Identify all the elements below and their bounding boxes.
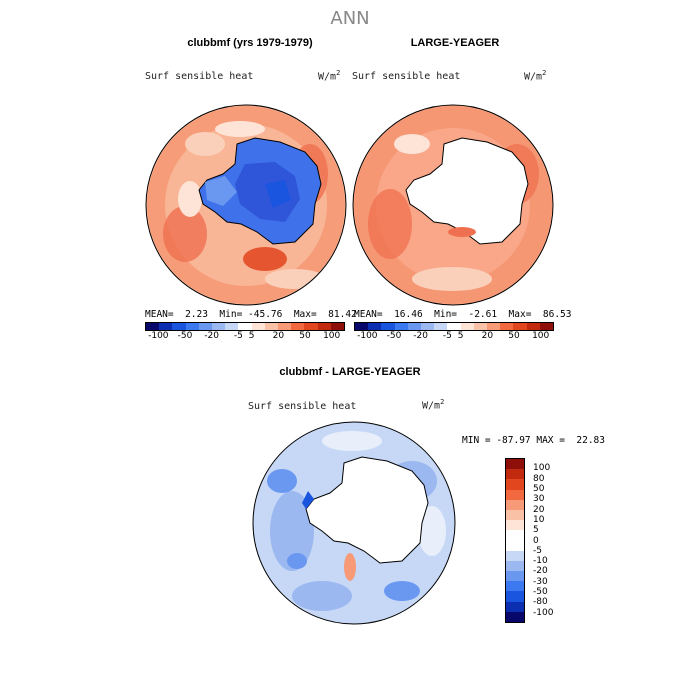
colorbar-tick-label: -20 (204, 331, 220, 341)
colorbar-tick-label: -5 (442, 331, 452, 341)
colorbar-tick-label: -50 (177, 331, 193, 341)
colorbar-swatch (506, 530, 524, 541)
antarctica-landmass (405, 137, 529, 245)
colorbar-swatch (330, 323, 345, 330)
colorbar-swatch (212, 323, 226, 330)
colorbar-swatch (146, 323, 160, 330)
colorbar-tick-label: 0 (533, 535, 539, 546)
units-label: W/m2 (318, 69, 341, 83)
colorbar-swatch (506, 499, 524, 510)
colorbar-tick-label: -100 (357, 331, 378, 341)
map-difference (252, 421, 456, 625)
colorbar-tick-label: 5 (533, 525, 539, 536)
colorbar-tick-label: 50 (299, 331, 311, 341)
colorbar-tick-label: -10 (533, 556, 548, 567)
colorbar-swatch (421, 323, 435, 330)
colorbar-swatch (407, 323, 422, 330)
colorbar-tick-label: 20 (481, 331, 494, 341)
colorbar-tick-label: 100 (323, 331, 341, 341)
colorbar-tick-label: 20 (533, 504, 545, 515)
colorbar-swatch (506, 591, 524, 602)
colorbar-swatch (506, 489, 524, 500)
colorbar-swatch (506, 581, 524, 592)
colorbar-swatch (506, 550, 524, 561)
colorbar-tick-label: 100 (532, 331, 550, 341)
colorbar-swatch (278, 323, 292, 330)
colorbar-tick-label: 5 (457, 331, 464, 341)
colorbar-swatch (513, 323, 527, 330)
colorbar-swatch (304, 323, 318, 330)
colorbar-tick-label: 100 (533, 463, 551, 474)
colorbar-model: -100 -50 -20 -5 5 20 50 100 (145, 322, 345, 343)
colorbar-swatch (381, 323, 395, 330)
variable-label: Surf sensible heat (145, 71, 254, 82)
colorbar-swatch (225, 323, 239, 330)
colorbar-tick-label: 50 (508, 331, 520, 341)
colorbar-swatch (264, 323, 279, 330)
units-label: W/m2 (524, 69, 547, 83)
colorbar-swatch (487, 323, 501, 330)
variable-label: Surf sensible heat (352, 71, 461, 82)
colorbar-swatch (355, 323, 369, 330)
colorbar-tick-label: 10 (533, 514, 545, 525)
colorbar-swatch (238, 323, 252, 330)
colorbar-tick-label: 50 (533, 483, 545, 494)
colorbar-swatch (539, 323, 554, 330)
colorbar-swatch (159, 323, 173, 330)
colorbar-swatch (368, 323, 382, 330)
colorbar-tick-label: -20 (533, 566, 548, 577)
colorbar-swatch (460, 323, 474, 330)
colorbar-swatch (185, 323, 199, 330)
colorbar-swatch (291, 323, 305, 330)
colorbar-swatch (506, 469, 524, 480)
colorbar-swatch (506, 540, 524, 551)
colorbar-tick-label: -5 (233, 331, 243, 341)
colorbar-tick-label: -100 (148, 331, 169, 341)
variable-label: Surf sensible heat (248, 401, 357, 412)
minmax-diff: MIN = -87.97 MAX = 22.83 (462, 435, 605, 446)
colorbar-tick-label: 30 (533, 494, 545, 505)
stats-model: MEAN= 2.23 Min= -45.76 Max= 81.42 (145, 309, 357, 320)
colorbar-swatch (506, 601, 524, 612)
colorbar-tick-label: -20 (413, 331, 429, 341)
colorbar-obs: -100 -50 -20 -5 5 20 50 100 (354, 322, 554, 343)
colorbar-swatch (506, 509, 524, 521)
colorbar-tick-label: -50 (533, 587, 548, 598)
colorbar-tick-label: 20 (272, 331, 285, 341)
page-title: ANN (330, 8, 370, 29)
units-label: W/m2 (422, 398, 445, 412)
colorbar-tick-label: -5 (533, 545, 542, 556)
colorbar-tick-label: -80 (533, 597, 548, 608)
colorbar-tick-label: -30 (533, 576, 548, 587)
colorbar-tick-label: -100 (533, 607, 554, 618)
colorbar-swatch (500, 323, 514, 330)
colorbar-swatch (506, 611, 524, 622)
map-obs (352, 104, 554, 306)
stats-obs: MEAN= 16.46 Min= -2.61 Max= 86.53 (354, 309, 572, 320)
colorbar-tick-label: 5 (248, 331, 255, 341)
colorbar-swatch (506, 520, 524, 531)
panel-title-diff: clubbmf - LARGE-YEAGER (279, 366, 421, 378)
colorbar-swatch (434, 323, 448, 330)
colorbar-swatch (447, 323, 461, 330)
colorbar-tick-label: 80 (533, 473, 545, 484)
colorbar-swatch (172, 323, 186, 330)
colorbar-diff-labels: 100 80 50 30 20 10 5 0 -5 -10 -20 -30 -50 -80 -100 (533, 458, 573, 623)
colorbar-swatch (526, 323, 540, 330)
colorbar-swatch (506, 479, 524, 490)
colorbar-swatch (198, 323, 213, 330)
colorbar-swatch (251, 323, 265, 330)
colorbar-diff (505, 458, 525, 623)
colorbar-swatch (506, 560, 524, 572)
colorbar-tick-label: -50 (386, 331, 402, 341)
panel-title-obs: LARGE-YEAGER (410, 37, 500, 49)
colorbar-swatch (506, 459, 524, 470)
colorbar-swatch (473, 323, 488, 330)
panel-title-model: clubbmf (yrs 1979-1979) (187, 37, 313, 49)
colorbar-swatch (394, 323, 408, 330)
map-model (145, 104, 347, 306)
colorbar-swatch (317, 323, 331, 330)
colorbar-swatch (506, 571, 524, 582)
